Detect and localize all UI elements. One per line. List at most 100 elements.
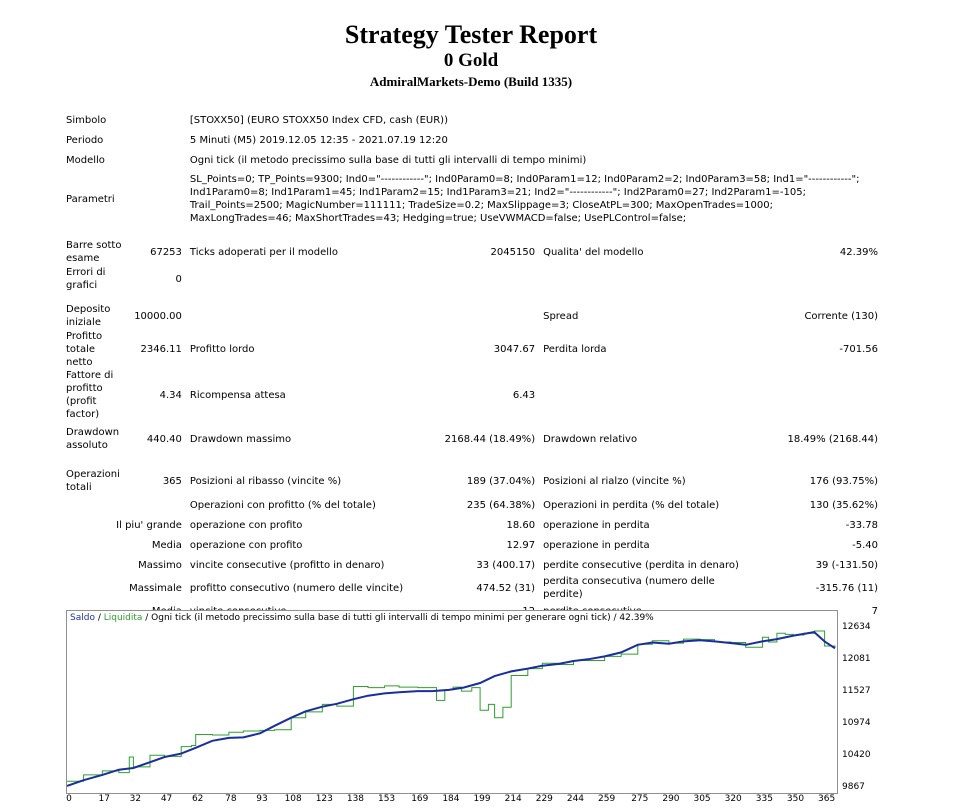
x-tick-label: 275 [631,794,649,804]
max-cons-losses-label: perdite consecutive (perdita in denaro) [543,559,739,571]
avg-loss-label: operazione in perdita [543,539,650,551]
maxdd-label: Drawdown massimo [189,433,292,445]
x-tick-label: 17 [98,794,110,804]
maximal-loss-label: perdita consecutiva (numero delle perdit… [543,576,715,600]
x-tick-label: 169 [411,794,429,804]
quality-value: 42.39% [839,246,878,258]
loss-trades-value: 130 (35.62%) [809,499,878,511]
row-netprofit: Profitto totale netto 2346.11 Profitto l… [62,330,882,369]
trades-value: 365 [162,475,182,487]
x-tick-label: 259 [598,794,616,804]
x-tick-label: 32 [129,794,142,804]
reldd-value: 18.49% (2168.44) [787,433,878,445]
quality-label: Qualita' del modello [543,246,644,258]
max-cons-losses-value: 39 (-131.50) [815,559,878,571]
x-tick-label: 153 [377,794,396,804]
x-tick-label: 0 [66,794,72,804]
row-params: Parametri SL_Points=0; TP_Points=9300; I… [62,170,882,228]
x-tick-label: 290 [662,794,680,804]
y-tick-label: 10420 [842,750,871,761]
report-server: AdmiralMarkets-Demo (Build 1335) [369,74,573,89]
legend-liquidita: Liquidita [103,613,143,623]
y-tick-label: 10974 [842,717,871,728]
y-tick-label: 9867 [842,782,865,792]
x-tick-label: 335 [755,794,773,804]
grossprofit-value: 3047.67 [493,344,536,355]
largest-label: Il piu' grande [116,519,182,531]
errors-value: 0 [175,273,182,285]
max-cons-wins-label: vincite consecutive (profitto in denaro) [189,559,385,571]
x-tick-label: 62 [191,794,204,804]
grossprofit-label: Profitto lordo [189,344,255,355]
short-value: 189 (37.04%) [466,475,536,487]
profit-trades-value: 235 (64.38%) [466,499,536,511]
report-table: Simbolo [STOXX50] (EURO STOXX50 Index CF… [62,110,882,621]
grossloss-label: Perdita lorda [543,344,607,355]
pf-label: Fattore di profitto (profit factor) [66,370,114,420]
model-value: Ogni tick (il metodo precissimo sulla ba… [189,154,587,166]
row-symbol: Simbolo [STOXX50] (EURO STOXX50 Index CF… [62,110,882,130]
reldd-label: Drawdown relativo [543,433,638,445]
report-title: Strategy Tester Report [344,20,598,49]
pf-value: 4.34 [159,389,182,401]
row-errors: Errori di grafici 0 [62,266,882,292]
series-line-saldo [67,631,836,787]
grossloss-value: -701.56 [839,344,878,355]
row-trades: Operazioni totali 365 Posizioni al ribas… [62,467,882,495]
x-tick-label: 123 [315,794,333,804]
row-drawdown: Drawdown assoluto 440.40 Drawdown massim… [62,421,882,457]
largest-loss-label: operazione in perdita [543,519,650,531]
chart-plot [67,630,836,787]
legend-separator: / [94,613,104,623]
x-tick-label: 244 [566,794,585,804]
maximal-label: Massimale [129,582,182,594]
bars-value: 67253 [150,246,182,258]
ticks-label: Ticks adoperati per il modello [189,246,338,258]
row-deposit: Deposito iniziale 10000.00 Spread Corren… [62,302,882,330]
netprofit-value: 2346.11 [140,344,182,355]
largest-profit-label: operazione con profito [189,519,303,531]
errors-label: Errori di grafici [66,267,106,291]
maxdd-value: 2168.44 (18.49%) [444,433,536,445]
x-tick-label: 199 [473,794,491,804]
max-label: Massimo [138,559,182,571]
x-tick-label: 350 [786,794,805,804]
x-tick-label: 93 [256,794,268,804]
avg-cons-losses-value: 7 [871,605,878,617]
maximal-loss-value: -315.76 (11) [815,582,878,594]
x-tick-label: 365 [818,794,836,804]
params-value: SL_Points=0; TP_Points=9300; Ind0="-----… [189,174,860,224]
bars-label: Barre sotto esame [66,240,122,264]
avg-loss-value: -5.40 [852,539,878,551]
row-bars: Barre sotto esame 67253 Ticks adoperati … [62,238,882,266]
row-largest: Il piu' grande operazione con profito 18… [62,515,882,535]
avg-profit-value: 12.97 [506,539,536,551]
absdd-label: Drawdown assoluto [66,427,120,451]
spread-value: Corrente (130) [804,310,878,322]
expected-label: Ricompensa attesa [189,389,286,401]
y-tick-label: 12081 [842,653,871,664]
max-cons-wins-value: 33 (400.17) [476,559,536,571]
period-value: 5 Minuti (M5) 2019.12.05 12:35 - 2021.07… [189,134,448,146]
absdd-value: 440.40 [146,433,182,445]
row-period: Periodo 5 Minuti (M5) 2019.12.05 12:35 -… [62,130,882,150]
largest-loss-value: -33.78 [845,519,878,531]
avg-label: Media [151,539,182,551]
x-tick-label: 320 [724,794,742,804]
symbol-value: [STOXX50] (EURO STOXX50 Index CFD, cash … [189,114,448,126]
chart-legend: Saldo / Liquidita / Ogni tick (il metodo… [70,613,654,623]
maximal-profit-label: profitto consecutivo (numero delle vinci… [189,582,404,594]
symbol-label: Simbolo [66,114,107,126]
x-tick-label: 108 [284,794,302,804]
maximal-profit-value: 474.52 (31) [476,582,536,594]
expected-value: 6.43 [512,389,536,401]
x-tick-label: 214 [504,794,522,804]
netprofit-label: Profitto totale netto [66,331,103,368]
row-model: Modello Ogni tick (il metodo precissimo … [62,150,882,170]
deposit-value: 10000.00 [134,310,182,322]
x-tick-label: 47 [160,794,173,804]
row-maximal: Massimale profitto consecutivo (numero d… [62,575,882,601]
long-label: Posizioni al rialzo (vincite %) [543,475,686,487]
row-profit-trades: Operazioni con profitto (% del totale) 2… [62,495,882,515]
balance-chart [66,610,838,794]
